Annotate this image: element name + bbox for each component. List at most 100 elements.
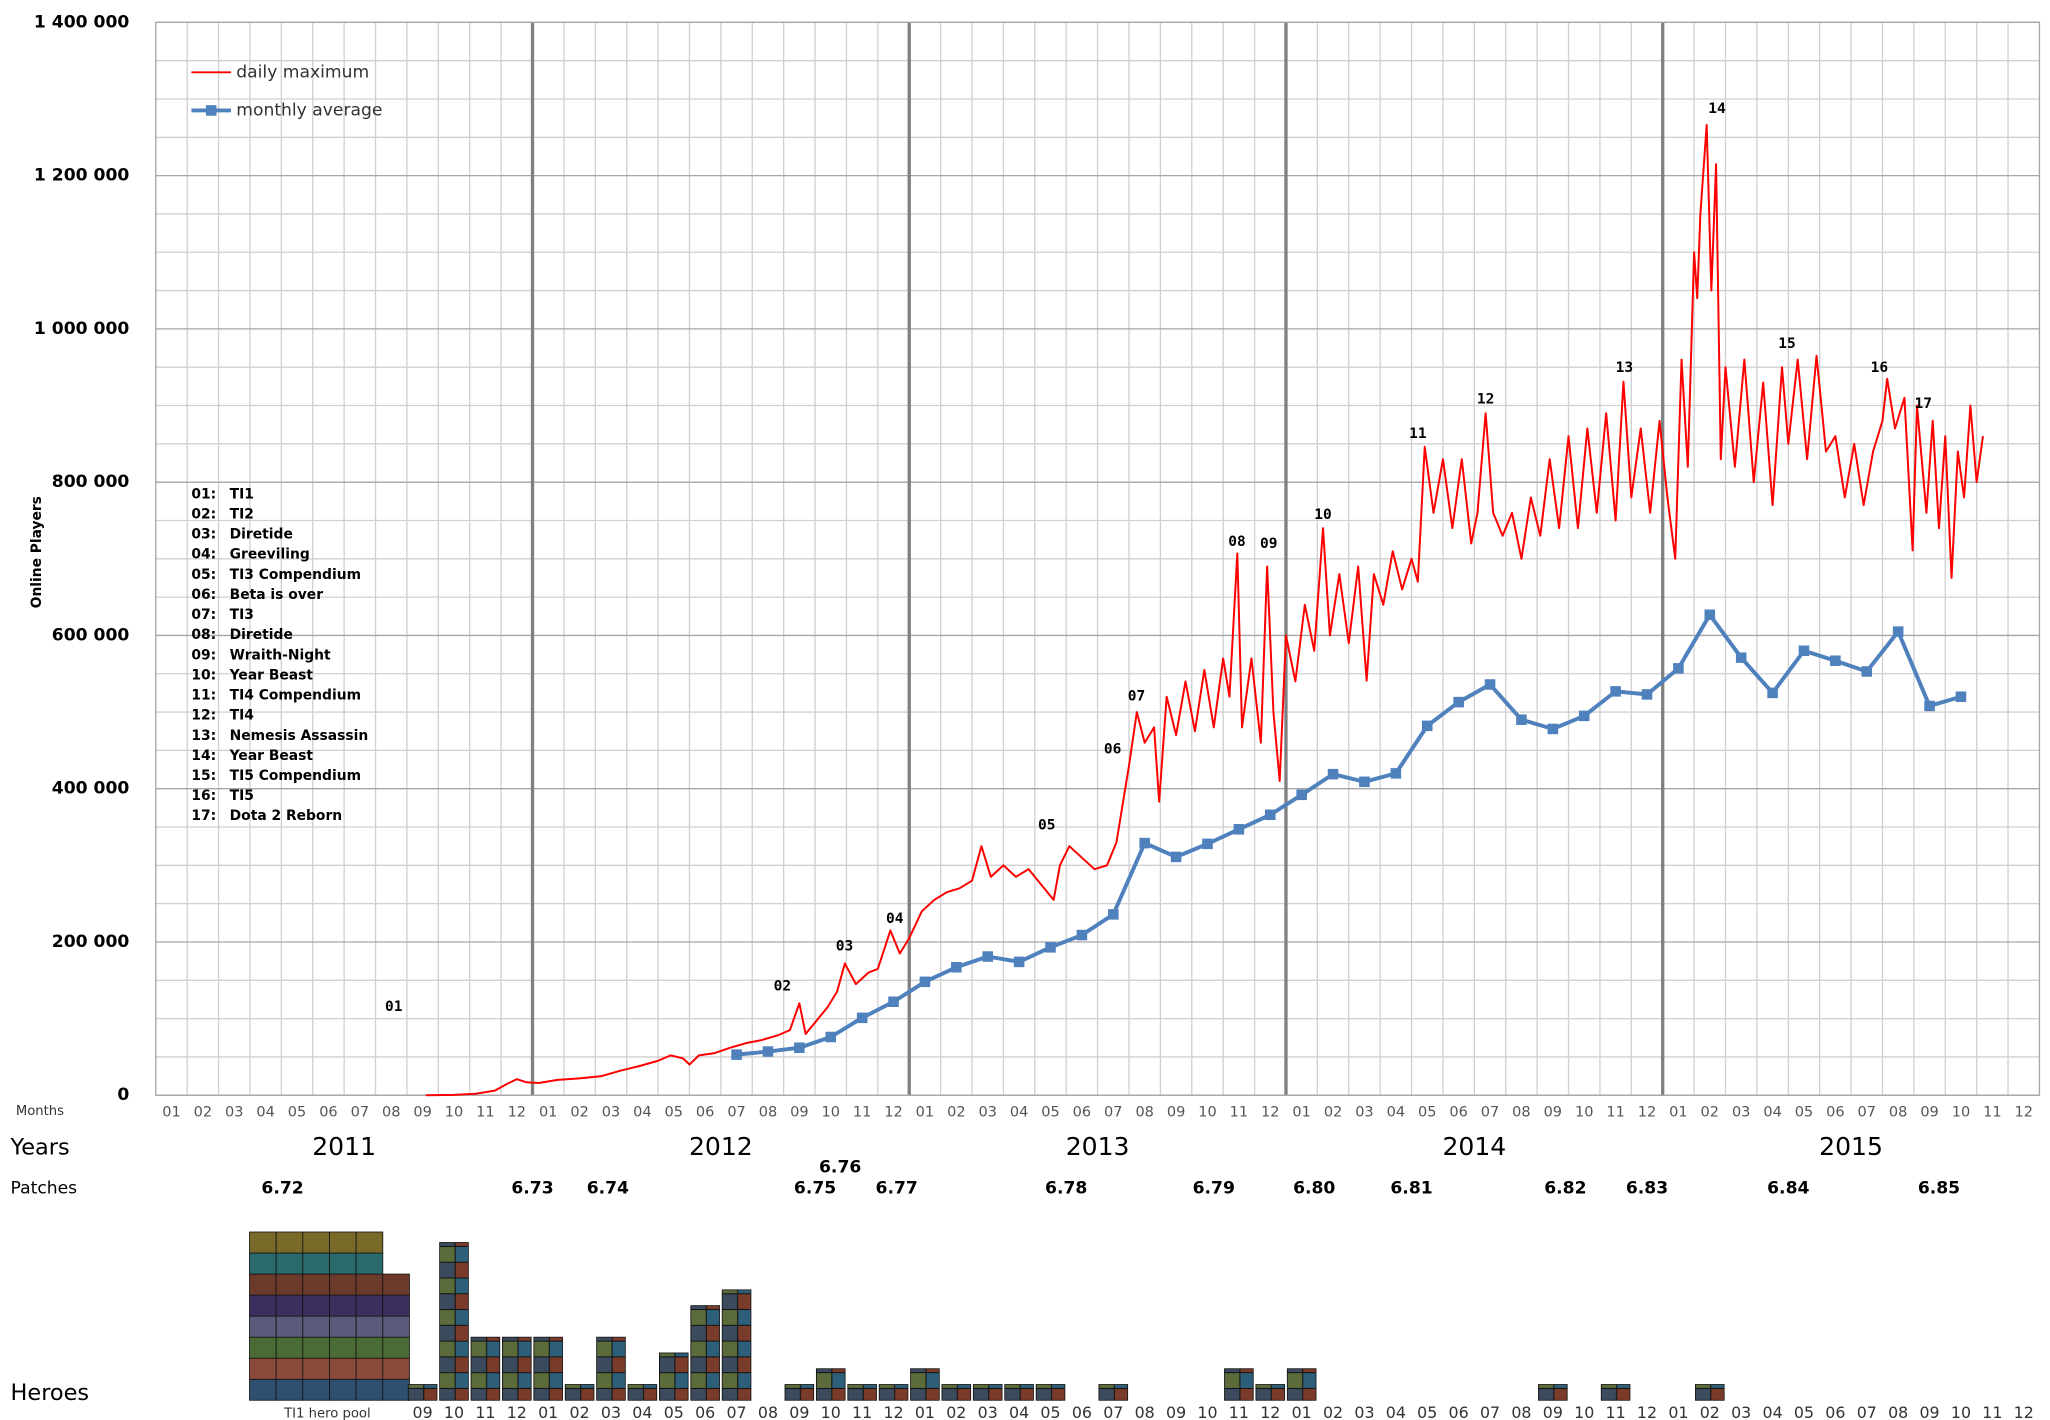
x-tick-label: 06 (1449, 1104, 1467, 1120)
average-marker (1233, 824, 1245, 835)
hero-month-label: 04 (1763, 1403, 1783, 1420)
average-marker (1421, 720, 1433, 732)
hero-tile (249, 1273, 277, 1296)
plot-frame (155, 21, 2041, 1096)
hero-tile (275, 1273, 304, 1296)
hero-month-label: 11 (1606, 1403, 1626, 1420)
hero-month-label: 09 (1166, 1403, 1186, 1420)
x-tick-label: 06 (696, 1104, 714, 1120)
hero-tile (249, 1357, 277, 1380)
event-name: Nemesis Assassin (230, 728, 369, 744)
x-tick-label: 05 (1795, 1104, 1813, 1120)
hero-tile (329, 1315, 357, 1338)
event-name: Diretide (230, 627, 293, 643)
hero-tile (275, 1378, 304, 1401)
x-tick-label: 11 (1606, 1104, 1624, 1120)
x-tick-label: 10 (1952, 1104, 1970, 1120)
x-tick-label: 08 (1135, 1104, 1153, 1120)
average-marker (982, 951, 994, 962)
event-annotation: 04 (886, 911, 904, 927)
x-tick-label: 04 (633, 1104, 651, 1120)
hero-month-label: 08 (1135, 1403, 1155, 1420)
hero-column (878, 1384, 909, 1401)
hero-tile (302, 1315, 330, 1338)
x-tick-label: 09 (1920, 1104, 1938, 1120)
x-tick-label: 02 (1324, 1104, 1342, 1120)
hero-month-label: 09 (1919, 1403, 1939, 1420)
y-tick-label: 1 200 000 (34, 166, 130, 186)
hero-month-label: 12 (1637, 1403, 1657, 1420)
average-marker (1547, 723, 1559, 735)
x-tick-label: 12 (884, 1104, 902, 1120)
x-tick-label: 05 (665, 1104, 683, 1120)
hero-tile (275, 1294, 304, 1317)
average-marker (1735, 652, 1747, 663)
event-annotation: 08 (1228, 534, 1245, 550)
year-label: 2015 (1819, 1132, 1883, 1161)
hero-column (910, 1368, 940, 1401)
hero-column (1600, 1384, 1631, 1401)
hero-column (847, 1384, 877, 1401)
x-tick-label: 10 (1575, 1104, 1593, 1120)
hero-column (627, 1384, 658, 1401)
legend-label: monthly average (236, 100, 382, 120)
year-label: 2013 (1066, 1132, 1130, 1161)
hero-month-label: 03 (978, 1403, 998, 1420)
event-name: Dota 2 Reborn (230, 808, 342, 824)
patch-label: 6.74 (587, 1179, 629, 1199)
patch-label: 6.83 (1626, 1179, 1668, 1199)
legend-marker (205, 105, 217, 116)
average-marker (1170, 851, 1182, 863)
event-code: 02: (191, 507, 216, 523)
hero-tile (382, 1357, 410, 1380)
hero-month-label: 07 (1857, 1403, 1877, 1420)
y-tick-label: 800 000 (52, 472, 130, 492)
average-marker (1673, 663, 1684, 674)
event-code: 13: (191, 728, 216, 744)
year-label: 2014 (1442, 1132, 1506, 1161)
hero-column (439, 1242, 469, 1401)
average-marker (1830, 655, 1841, 666)
hero-month-label: 07 (1103, 1403, 1123, 1420)
average-marker (1013, 956, 1025, 968)
hero-month-label: 04 (632, 1403, 652, 1420)
average-marker (1139, 837, 1150, 849)
hero-column (1255, 1384, 1286, 1401)
year-label: 2012 (689, 1132, 753, 1161)
hero-month-label: 10 (1197, 1403, 1217, 1420)
event-name: TI3 Compendium (230, 567, 361, 583)
hero-pool-label: TI1 hero pool (283, 1406, 371, 1420)
event-annotation: 07 (1128, 689, 1145, 705)
hero-tile (249, 1252, 277, 1275)
x-tick-label: 06 (1826, 1104, 1844, 1120)
daily-line (425, 124, 1984, 1097)
x-tick-label: 06 (319, 1104, 337, 1120)
average-marker (1327, 768, 1339, 780)
average-marker (731, 1049, 742, 1060)
hero-tile (382, 1273, 410, 1296)
x-tick-label: 07 (1481, 1104, 1499, 1120)
event-code: 05: (191, 567, 216, 583)
hero-column (690, 1305, 720, 1401)
event-annotation: 14 (1708, 101, 1726, 117)
x-tick-label: 02 (570, 1104, 588, 1120)
x-tick-label: 03 (602, 1104, 620, 1120)
x-tick-label: 04 (1010, 1104, 1028, 1120)
hero-month-label: 02 (1323, 1403, 1343, 1420)
hero-column (407, 1384, 438, 1401)
hero-tile (355, 1315, 384, 1338)
hero-month-label: 05 (1040, 1403, 1060, 1420)
hero-month-label: 08 (1888, 1403, 1908, 1420)
hero-tile (275, 1336, 304, 1359)
x-tick-label: 04 (1387, 1104, 1405, 1120)
average-marker (1892, 626, 1904, 637)
hero-column (941, 1384, 972, 1401)
event-annotation: 05 (1038, 818, 1055, 834)
hero-month-label: 11 (1982, 1403, 2002, 1420)
average-marker (794, 1042, 805, 1053)
hero-column (564, 1384, 595, 1401)
x-tick-label: 02 (1701, 1104, 1719, 1120)
event-annotation: 09 (1260, 536, 1277, 552)
x-tick-label: 07 (1104, 1104, 1122, 1120)
